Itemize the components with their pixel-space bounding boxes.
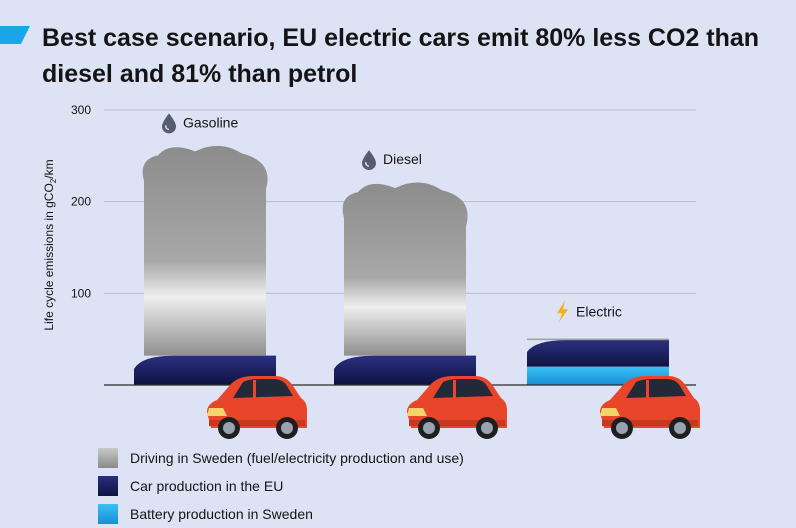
legend-swatch-driving bbox=[98, 448, 118, 468]
driving-segment-gasoline bbox=[142, 145, 268, 356]
category-label-diesel: Diesel bbox=[383, 151, 422, 167]
legend-label-driving: Driving in Sweden (fuel/electricity prod… bbox=[130, 450, 464, 466]
legend-swatch-battery bbox=[98, 504, 118, 524]
bars-layer bbox=[134, 145, 669, 385]
chart-title: Best case scenario, EU electric cars emi… bbox=[42, 24, 760, 88]
axis-layer: 100 200 300 bbox=[71, 103, 696, 386]
y-axis-label-subscript: 2 bbox=[49, 178, 58, 183]
y-axis-label-unit: /km bbox=[42, 159, 56, 178]
y-tick-label: 200 bbox=[71, 195, 91, 209]
fuel-drop-icon bbox=[361, 149, 377, 171]
legend-label-car-production: Car production in the EU bbox=[130, 478, 284, 494]
car-icons bbox=[207, 376, 700, 439]
fuel-drop-icon bbox=[161, 112, 177, 135]
legend-label-battery: Battery production in Sweden bbox=[130, 506, 313, 522]
car-production-segment-gasoline bbox=[134, 355, 276, 385]
category-label-electric: Electric bbox=[576, 303, 622, 319]
driving-segment-electric bbox=[527, 338, 669, 341]
lightning-icon bbox=[557, 300, 568, 323]
legend-swatch-car-production bbox=[98, 476, 118, 496]
y-tick-label: 300 bbox=[71, 103, 91, 117]
car-production-segment-diesel bbox=[334, 355, 476, 385]
category-labels: Gasoline Diesel Electric bbox=[161, 112, 622, 323]
legend: Driving in Sweden (fuel/electricity prod… bbox=[98, 444, 464, 528]
accent-bar bbox=[0, 26, 30, 44]
legend-item-car-production: Car production in the EU bbox=[98, 472, 464, 500]
y-tick-label: 100 bbox=[71, 286, 91, 300]
legend-item-driving: Driving in Sweden (fuel/electricity prod… bbox=[98, 444, 464, 472]
car-production-segment-electric bbox=[527, 340, 669, 367]
driving-segment-diesel bbox=[342, 182, 468, 356]
category-label-gasoline: Gasoline bbox=[183, 114, 238, 130]
y-axis-label: Life cycle emissions in gCO2/km bbox=[42, 159, 58, 330]
legend-item-battery: Battery production in Sweden bbox=[98, 500, 464, 528]
y-axis-label-main: Life cycle emissions in gCO bbox=[42, 183, 56, 330]
